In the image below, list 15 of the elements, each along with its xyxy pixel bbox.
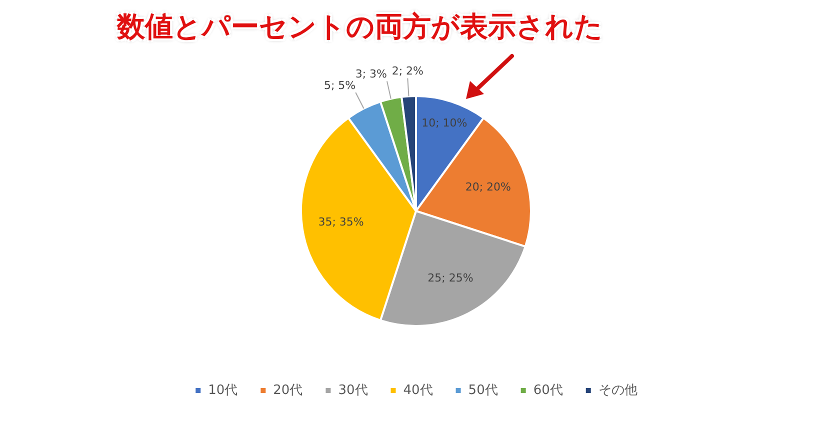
text: 数値とパーセントの両方が表示された bbox=[116, 9, 604, 45]
data-label: 20; 20% bbox=[465, 180, 512, 194]
legend-label: 30代 bbox=[338, 382, 368, 398]
legend-label: 40代 bbox=[403, 382, 433, 398]
data-label: 10; 10% bbox=[422, 116, 468, 130]
data-label: 35; 35% bbox=[318, 216, 364, 229]
data-label: 5; 5% bbox=[324, 78, 356, 92]
legend-label: 60代 bbox=[533, 382, 563, 398]
data-label: 2; 2% bbox=[392, 64, 424, 78]
legend-label: 20代 bbox=[273, 382, 303, 398]
data-label: 25; 25% bbox=[428, 271, 474, 284]
data-label: 3; 3% bbox=[355, 68, 387, 81]
legend-label: 50代 bbox=[468, 382, 498, 398]
legend-label: その他 bbox=[598, 382, 638, 398]
legend-label: 10代 bbox=[208, 382, 238, 398]
